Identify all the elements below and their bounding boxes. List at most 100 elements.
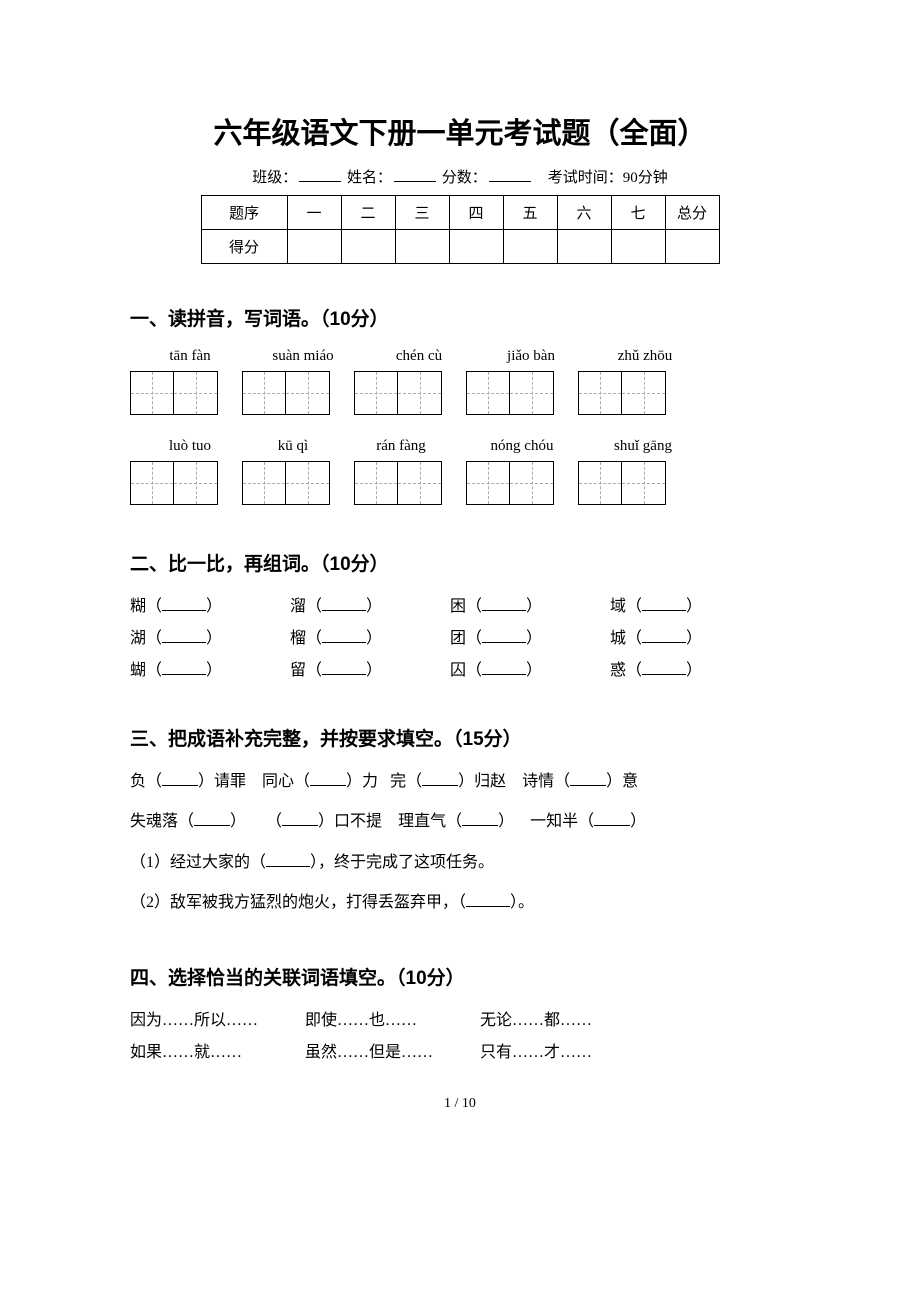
score-cell[interactable] — [287, 230, 341, 264]
row-label: 得分 — [201, 230, 287, 264]
score-cell[interactable] — [395, 230, 449, 264]
char: 惑（ — [610, 662, 642, 679]
word-blank[interactable] — [162, 674, 206, 675]
col-header: 四 — [449, 196, 503, 230]
idiom-text: ）请罪 — [198, 773, 246, 790]
word-cell: 蝴（） — [130, 656, 290, 680]
char: 困（ — [450, 598, 482, 615]
name-blank[interactable] — [394, 181, 436, 182]
paren-close: ） — [366, 630, 382, 647]
section-heading: 一、读拼音，写词语。（10分） — [130, 304, 790, 331]
score-cell[interactable] — [341, 230, 395, 264]
section-4: 四、选择恰当的关联词语填空。（10分） 因为……所以…… 即使……也…… 无论…… — [130, 963, 790, 1062]
score-cell[interactable] — [611, 230, 665, 264]
pinyin: zhǔ zhōu — [590, 348, 700, 365]
pinyin: rán fàng — [346, 438, 456, 455]
class-blank[interactable] — [299, 181, 341, 182]
char-box-row — [130, 371, 790, 415]
char: 城（ — [610, 630, 642, 647]
word-blank[interactable] — [482, 674, 526, 675]
table-row: 得分 — [201, 230, 719, 264]
fill-sentence: （2）敌军被我方猛烈的炮火，打得丢盔弃甲，（）。 — [130, 888, 790, 918]
score-cell[interactable] — [503, 230, 557, 264]
idiom-blank[interactable] — [594, 825, 630, 826]
char-box-pair[interactable] — [130, 461, 218, 505]
col-header: 七 — [611, 196, 665, 230]
idiom-text: ）意 — [606, 773, 638, 790]
char-box-pair[interactable] — [130, 371, 218, 415]
idiom-blank[interactable] — [310, 785, 346, 786]
section-3: 三、把成语补充完整，并按要求填空。（15分） 负（）请罪 同心（）力 完（）归赵… — [130, 724, 790, 919]
char-box-pair[interactable] — [578, 371, 666, 415]
pinyin: tān fàn — [140, 348, 240, 365]
idiom-blank[interactable] — [282, 825, 318, 826]
col-header: 三 — [395, 196, 449, 230]
word-blank[interactable] — [322, 674, 366, 675]
idiom-blank[interactable] — [422, 785, 458, 786]
char-box-pair[interactable] — [466, 371, 554, 415]
word-blank[interactable] — [642, 674, 686, 675]
score-blank[interactable] — [489, 181, 531, 182]
paren-close: ） — [206, 662, 222, 679]
sentence-text: ）。 — [510, 894, 534, 911]
conjunction: 只有……才…… — [480, 1038, 655, 1062]
paren-close: ） — [206, 598, 222, 615]
idiom-blank[interactable] — [162, 785, 198, 786]
col-header: 总分 — [665, 196, 719, 230]
score-cell[interactable] — [665, 230, 719, 264]
paren-close: ） — [206, 630, 222, 647]
word-blank[interactable] — [162, 610, 206, 611]
char-box-pair[interactable] — [242, 371, 330, 415]
pinyin-row: luò tuo kū qì rán fàng nóng chóu shuǐ gā… — [140, 437, 790, 455]
idiom-blank[interactable] — [194, 825, 230, 826]
section-1: 一、读拼音，写词语。（10分） tān fàn suàn miáo chén c… — [130, 304, 790, 505]
char: 域（ — [610, 598, 642, 615]
word-row: 湖（）榴（）团（）城（） — [130, 624, 790, 648]
table-row: 题序 一 二 三 四 五 六 七 总分 — [201, 196, 719, 230]
paren-close: ） — [526, 630, 542, 647]
idiom-text: ）归赵 — [458, 773, 506, 790]
word-blank[interactable] — [322, 610, 366, 611]
sentence-text: ），终于完成了这项任务。 — [310, 854, 494, 871]
conjunction-row: 如果……就…… 虽然……但是…… 只有……才…… — [130, 1038, 790, 1062]
col-header: 一 — [287, 196, 341, 230]
idiom-text: 完（ — [390, 773, 422, 790]
char: 溜（ — [290, 598, 322, 615]
time-label: 考试时间：90分钟 — [548, 170, 668, 186]
pinyin: suàn miáo — [244, 348, 362, 365]
section-heading: 四、选择恰当的关联词语填空。（10分） — [130, 963, 790, 990]
score-table: 题序 一 二 三 四 五 六 七 总分 得分 — [201, 195, 720, 264]
char-box-pair[interactable] — [466, 461, 554, 505]
sentence-blank[interactable] — [466, 906, 510, 907]
name-label: 姓名： — [347, 170, 392, 186]
idiom-text: 同心（ — [262, 773, 310, 790]
idiom-text: （ — [266, 813, 282, 830]
word-blank[interactable] — [322, 642, 366, 643]
info-line: 班级： 姓名： 分数： 考试时间：90分钟 — [130, 166, 790, 187]
col-header: 六 — [557, 196, 611, 230]
word-blank[interactable] — [162, 642, 206, 643]
score-cell[interactable] — [557, 230, 611, 264]
char-box-pair[interactable] — [354, 461, 442, 505]
score-cell[interactable] — [449, 230, 503, 264]
pinyin: shuǐ gāng — [588, 438, 698, 455]
conjunction: 因为……所以…… — [130, 1006, 305, 1030]
word-blank[interactable] — [642, 642, 686, 643]
char-box-pair[interactable] — [242, 461, 330, 505]
pinyin: luò tuo — [140, 438, 240, 455]
class-label: 班级： — [252, 170, 297, 186]
idiom-blank[interactable] — [462, 825, 498, 826]
word-blank[interactable] — [642, 610, 686, 611]
idiom-blank[interactable] — [570, 785, 606, 786]
word-cell: 惑（） — [610, 656, 770, 680]
sentence-blank[interactable] — [266, 866, 310, 867]
word-blank[interactable] — [482, 642, 526, 643]
char-box-pair[interactable] — [354, 371, 442, 415]
char: 榴（ — [290, 630, 322, 647]
conjunction-row: 因为……所以…… 即使……也…… 无论……都…… — [130, 1006, 790, 1030]
fill-sentence: （1）经过大家的（），终于完成了这项任务。 — [130, 848, 790, 878]
char-box-pair[interactable] — [578, 461, 666, 505]
row-label: 题序 — [201, 196, 287, 230]
word-blank[interactable] — [482, 610, 526, 611]
section-heading: 三、把成语补充完整，并按要求填空。（15分） — [130, 724, 790, 751]
